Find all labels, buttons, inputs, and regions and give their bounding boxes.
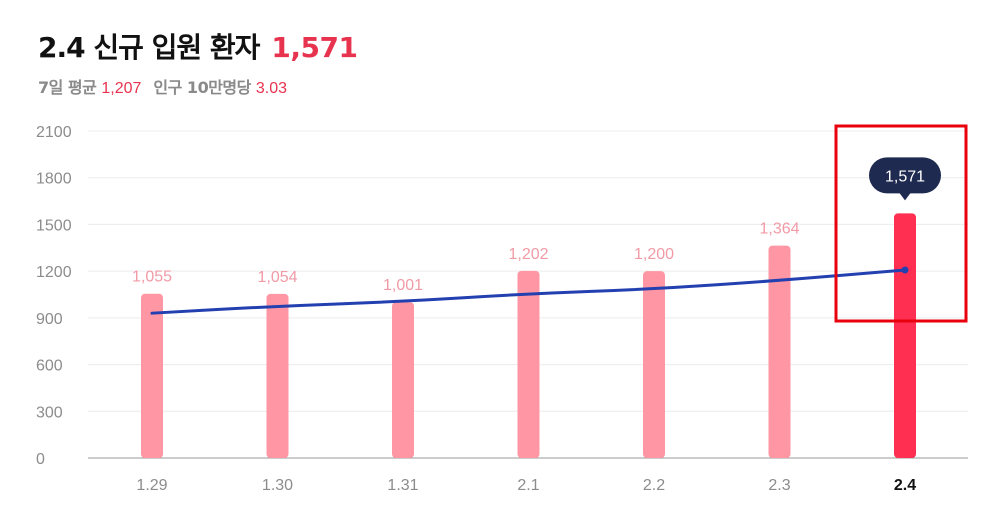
y-tick-label: 1800 xyxy=(36,171,72,188)
x-tick-label: 1.29 xyxy=(136,477,167,494)
y-tick-label: 600 xyxy=(36,358,63,375)
x-tick-label: 2.4 xyxy=(894,477,916,494)
data-label: 1,001 xyxy=(383,277,423,294)
data-label: 1,364 xyxy=(759,221,799,238)
bar xyxy=(266,293,289,458)
x-tick-label: 2.2 xyxy=(643,477,665,494)
data-label: 1,200 xyxy=(634,246,674,263)
y-tick-label: 900 xyxy=(36,311,63,328)
tooltip-pointer xyxy=(899,192,911,201)
data-label: 1,202 xyxy=(508,246,548,263)
x-tick-label: 2.3 xyxy=(768,477,790,494)
bar xyxy=(141,293,163,458)
bar xyxy=(768,245,791,458)
summary-row: 7일 평균 1,207 인구 10만명당 3.03 xyxy=(38,74,358,98)
y-tick-label: 300 xyxy=(36,404,63,421)
average-line xyxy=(150,268,907,315)
data-label: 1,054 xyxy=(257,269,297,286)
x-tick-label: 1.31 xyxy=(387,477,418,494)
x-tick-label: 2.1 xyxy=(517,477,539,494)
chart-header: 2.4 신규 입원 환자 1,571 7일 평균 1,207 인구 10만명당 … xyxy=(38,26,358,98)
average-line-point xyxy=(901,266,909,274)
avg-value: 1,207 xyxy=(101,80,142,97)
y-tick-label: 2100 xyxy=(36,124,72,141)
title-value: 1,571 xyxy=(271,31,358,64)
y-tick-label: 1500 xyxy=(36,217,72,234)
tooltip-bubble xyxy=(869,157,941,194)
title-row: 2.4 신규 입원 환자 1,571 xyxy=(38,26,358,66)
bar xyxy=(643,271,665,458)
tooltip-text: 1,571 xyxy=(885,168,925,185)
per-capita-label: 인구 10만명당 xyxy=(153,78,251,97)
y-tick-label: 0 xyxy=(36,451,45,468)
bar xyxy=(392,302,414,458)
highlight-box xyxy=(834,124,968,323)
y-tick-label: 1200 xyxy=(36,264,72,281)
bar xyxy=(517,270,540,458)
bar xyxy=(894,213,916,458)
per-capita-value: 3.03 xyxy=(255,80,287,97)
data-label: 1,055 xyxy=(132,269,172,286)
x-tick-label: 1.30 xyxy=(262,477,293,494)
avg-label: 7일 평균 xyxy=(38,78,97,97)
chart-title: 2.4 신규 입원 환자 xyxy=(38,31,260,64)
